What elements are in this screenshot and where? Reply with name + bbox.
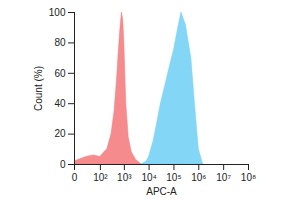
svg-text:10⁷: 10⁷	[216, 172, 231, 183]
svg-text:0: 0	[72, 172, 78, 183]
svg-text:20: 20	[54, 128, 66, 139]
svg-text:10⁸: 10⁸	[241, 172, 256, 183]
svg-text:Count (%): Count (%)	[33, 66, 44, 111]
svg-text:40: 40	[54, 98, 66, 109]
svg-text:10⁶: 10⁶	[191, 172, 206, 183]
svg-text:APC-A: APC-A	[146, 186, 177, 197]
svg-text:100: 100	[49, 7, 66, 18]
svg-text:10⁴: 10⁴	[141, 172, 156, 183]
svg-text:10²: 10²	[93, 172, 108, 183]
svg-text:10⁵: 10⁵	[166, 172, 181, 183]
svg-text:10³: 10³	[117, 172, 132, 183]
svg-text:80: 80	[54, 37, 66, 48]
svg-text:60: 60	[54, 68, 66, 79]
svg-text:0: 0	[60, 159, 66, 170]
